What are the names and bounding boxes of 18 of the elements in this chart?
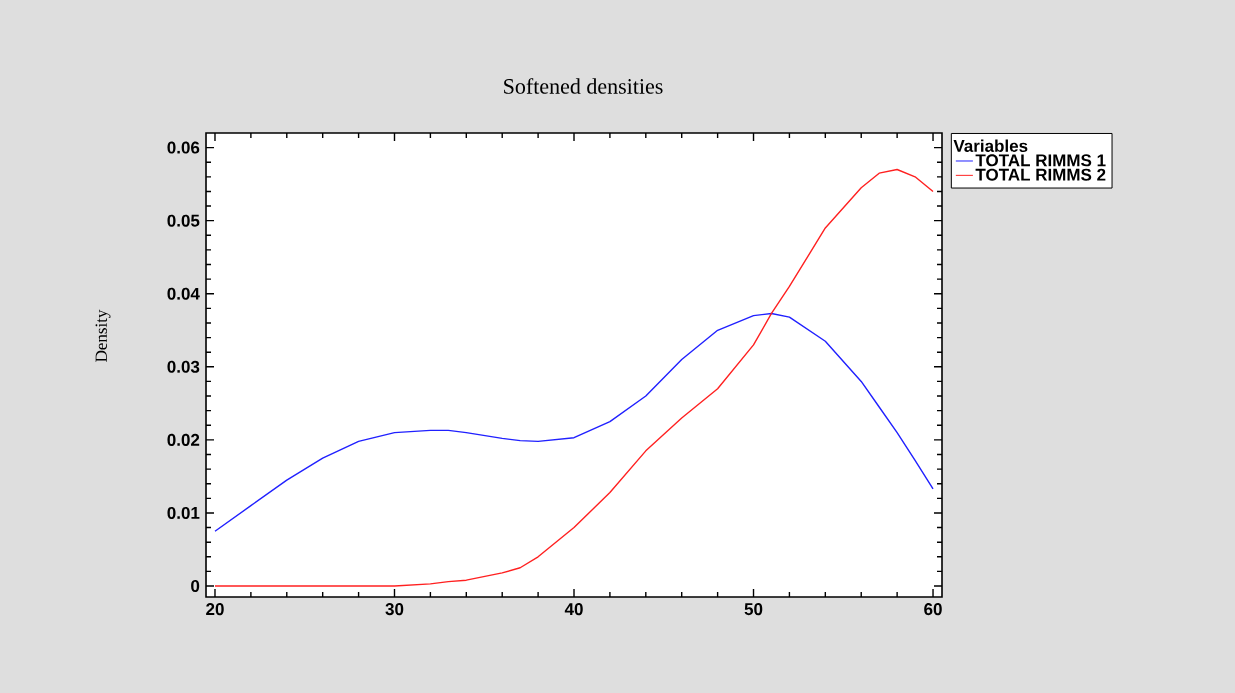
chart-title: Softened densities xyxy=(504,78,663,94)
legend-label: TOTAL RIMMS 2 xyxy=(975,168,1106,181)
y-tick-label: 0.02 xyxy=(167,433,200,446)
x-tick-label: 50 xyxy=(744,603,763,616)
y-tick-label: 0.01 xyxy=(167,506,200,519)
y-axis-title: Density xyxy=(95,309,111,362)
legend-label: TOTAL RIMMS 1 xyxy=(975,154,1106,167)
x-tick-label: 60 xyxy=(924,603,942,616)
y-tick-label: 0.03 xyxy=(167,360,200,373)
y-tick-label: 0.04 xyxy=(167,287,200,300)
line-series xyxy=(214,312,934,532)
y-tick-label: 0.06 xyxy=(167,141,200,154)
y-tick-label: 0.05 xyxy=(167,214,200,227)
y-tick-label: 0 xyxy=(191,580,200,593)
x-tick-label: 40 xyxy=(564,603,583,616)
legend-title: Variables xyxy=(953,139,1028,152)
x-tick-label: 30 xyxy=(385,603,404,616)
x-tick-label: 20 xyxy=(206,603,224,616)
